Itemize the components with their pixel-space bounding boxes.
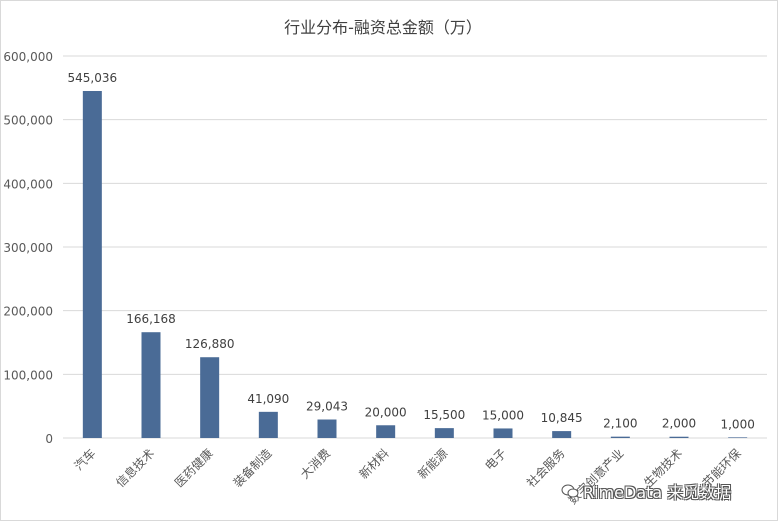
bar — [434, 428, 454, 438]
x-tick-label: 装备制造 — [231, 446, 275, 490]
bar — [258, 411, 278, 438]
data-label: 15,500 — [423, 408, 465, 422]
y-tick-label: 0 — [45, 432, 53, 446]
bar — [610, 436, 630, 438]
bars — [82, 90, 748, 438]
watermark-text: RimeData 来觅数据 — [583, 483, 732, 502]
bar — [82, 90, 102, 438]
data-label: 29,043 — [306, 400, 348, 414]
x-tick-label: 新材料 — [356, 446, 392, 482]
bar — [317, 419, 337, 438]
data-label: 2,100 — [603, 417, 637, 431]
data-label: 10,845 — [541, 411, 583, 425]
data-label: 545,036 — [68, 71, 118, 85]
y-tick-label: 500,000 — [3, 114, 53, 128]
bar — [669, 436, 689, 438]
bar — [376, 425, 396, 438]
bar — [200, 357, 220, 438]
bar — [493, 428, 513, 438]
data-label: 2,000 — [662, 417, 696, 431]
bar — [552, 431, 572, 438]
data-label: 1,000 — [720, 417, 754, 431]
chart-title: 行业分布-融资总金额（万） — [284, 18, 482, 37]
bar — [728, 437, 748, 438]
y-tick-label: 200,000 — [3, 305, 53, 319]
y-axis-tick-labels: 0 100,000 200,000 300,000 400,000 500,000 600,… — [3, 50, 53, 446]
data-label: 20,000 — [365, 405, 407, 419]
y-tick-label: 400,000 — [3, 177, 53, 191]
x-tick-label: 汽车 — [71, 446, 99, 474]
data-label: 15,000 — [482, 408, 524, 422]
x-tick-label: 新能源 — [414, 446, 450, 482]
data-label: 166,168 — [126, 312, 176, 326]
gridlines — [63, 55, 767, 439]
data-label: 126,880 — [185, 337, 235, 351]
x-tick-label: 大消费 — [298, 446, 333, 481]
y-tick-label: 300,000 — [3, 241, 53, 255]
data-label: 41,090 — [247, 392, 289, 406]
y-tick-label: 100,000 — [3, 368, 53, 382]
wechat-icon — [561, 484, 579, 498]
watermark: RimeData 来觅数据 — [561, 479, 731, 503]
x-tick-label: 医药健康 — [171, 446, 216, 491]
bar — [141, 332, 161, 438]
y-tick-label: 600,000 — [3, 50, 53, 64]
x-tick-label: 电子 — [482, 446, 509, 473]
x-tick-label: 信息技术 — [113, 446, 158, 491]
data-labels: 545,036 166,168 126,880 41,090 29,043 20,000 1… — [68, 71, 755, 431]
